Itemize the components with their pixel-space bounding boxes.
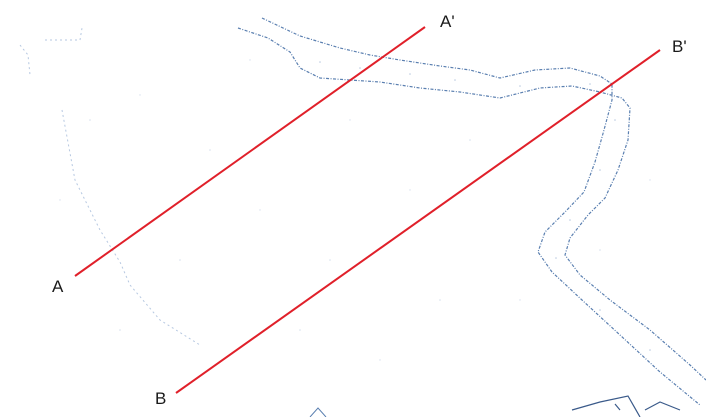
label-b-prime: B': [672, 37, 687, 56]
parcel-boundary-northwest: [19, 44, 31, 76]
bottom-fragment: [309, 407, 327, 417]
background-speckle: [59, 59, 651, 361]
parcel-boundary-north: [45, 27, 83, 41]
section-line-a: [74, 26, 426, 277]
section-line-b: [175, 49, 661, 394]
parcel-boundaries: [19, 27, 201, 346]
label-a-prime: A': [440, 12, 455, 31]
label-a: A: [52, 277, 64, 296]
parcel-boundary-west: [61, 109, 201, 346]
river-channel: [237, 17, 706, 406]
river-outline-inner: [261, 17, 701, 406]
river-outline-outer: [237, 27, 706, 381]
label-b: B: [155, 389, 166, 408]
building-outline: [571, 395, 681, 417]
river-channel-fill-dots: [319, 61, 651, 351]
